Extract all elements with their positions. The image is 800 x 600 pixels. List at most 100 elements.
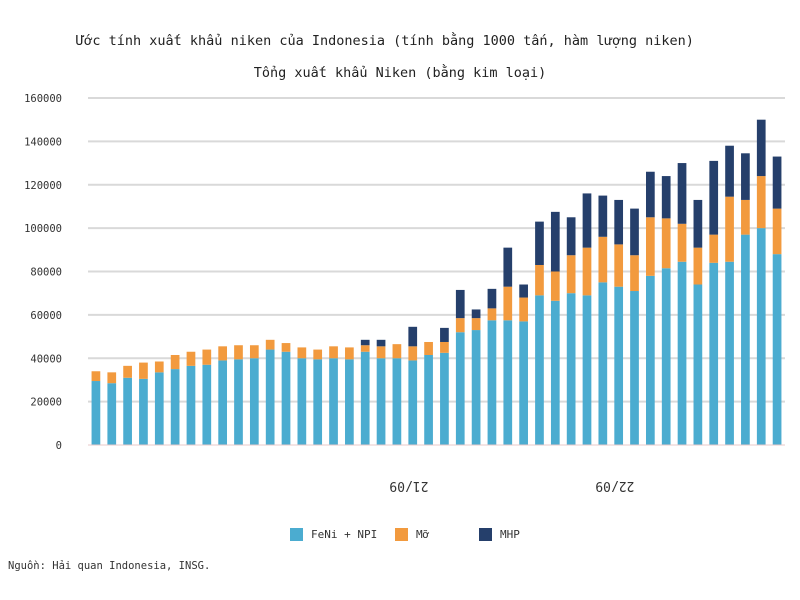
- bar-segment-m: [107, 372, 117, 384]
- bar-segment-m: [630, 255, 639, 292]
- bar-segment-m: [677, 223, 687, 262]
- bar-segment-feni-npi: [345, 359, 354, 445]
- bar-segment-mhp: [756, 119, 766, 177]
- bar-segment-mhp: [661, 176, 671, 219]
- bar-segment-feni-npi: [376, 358, 386, 445]
- bar-segment-feni-npi: [487, 320, 497, 445]
- bar-segment-feni-npi: [582, 295, 592, 445]
- bar-segment-m: [566, 255, 576, 294]
- bar-segment-m: [408, 346, 418, 361]
- bar-segment-mhp: [725, 145, 734, 197]
- bar-segment-feni-npi: [218, 360, 228, 445]
- bar-segment-m: [550, 271, 560, 301]
- bar-segment-feni-npi: [519, 321, 528, 445]
- bar-segment-feni-npi: [360, 351, 370, 445]
- bar-segment-feni-npi: [123, 377, 132, 445]
- bar-segment-mhp: [772, 156, 782, 209]
- bar-segment-m: [392, 344, 402, 359]
- bar-segment-m: [234, 345, 243, 360]
- chart-title: Ước tính xuất khẩu niken của Indonesia (…: [76, 33, 694, 49]
- legend-swatch-mhp: [479, 528, 492, 541]
- bar-segment-m: [376, 346, 386, 359]
- bar-segment-mhp: [741, 153, 750, 200]
- bar-segment-m: [249, 345, 259, 359]
- bar-segment-m: [614, 244, 624, 287]
- bar-segment-mhp: [598, 195, 608, 237]
- y-tick-label: 140000: [24, 136, 62, 148]
- x-period-marker: 22/09: [595, 478, 634, 493]
- bar-segment-m: [693, 247, 703, 285]
- bar-segment-feni-npi: [645, 275, 655, 445]
- bar-segment-m: [345, 347, 354, 360]
- source-note: Nguồn: Hải quan Indonesia, INSG.: [8, 560, 211, 572]
- bar-segment-m: [725, 196, 734, 262]
- bar-segment-feni-npi: [186, 365, 196, 445]
- bar-segment-feni-npi: [329, 358, 338, 445]
- bar-segment-m: [329, 346, 338, 359]
- legend-swatch-feni-npi: [290, 528, 303, 541]
- bar-segment-feni-npi: [677, 261, 687, 445]
- bar-segment-feni-npi: [424, 354, 433, 445]
- bar-segment-m: [91, 371, 101, 382]
- bar-segment-mhp: [535, 221, 544, 265]
- bar-segment-feni-npi: [709, 262, 719, 445]
- y-tick-label: 0: [56, 440, 62, 452]
- bar-segment-mhp: [487, 288, 497, 309]
- legend-item-mo: Mỡ: [395, 528, 429, 541]
- bar-segment-mhp: [582, 193, 592, 248]
- bar-segment-m: [519, 297, 528, 322]
- bar-segment-m: [503, 286, 513, 321]
- bar-segment-m: [756, 176, 766, 229]
- bar-segment-feni-npi: [772, 254, 782, 445]
- y-tick-label: 80000: [30, 267, 62, 279]
- bar-segment-mhp: [630, 208, 639, 256]
- bar-segment-feni-npi: [234, 359, 243, 445]
- y-tick-label: 120000: [24, 180, 62, 192]
- bar-segment-mhp: [503, 247, 513, 287]
- bar-segment-m: [535, 264, 544, 296]
- bar-segment-m: [297, 347, 307, 359]
- bar-segment-feni-npi: [550, 300, 560, 445]
- bar-segment-m: [661, 218, 671, 269]
- bar-segment-mhp: [566, 217, 576, 256]
- bar-segment-mhp: [677, 163, 687, 224]
- bar-segment-feni-npi: [566, 293, 576, 445]
- bar-segment-feni-npi: [661, 268, 671, 445]
- bar-segment-m: [360, 345, 370, 352]
- bar-segment-feni-npi: [139, 378, 148, 445]
- bar-segment-feni-npi: [249, 358, 259, 445]
- bar-segment-mhp: [471, 309, 481, 319]
- bar-segment-mhp: [440, 327, 449, 342]
- bar-segment-mhp: [519, 284, 528, 298]
- bar-segment-mhp: [645, 171, 655, 218]
- bar-segment-m: [170, 354, 180, 370]
- bar-segment-mhp: [550, 211, 560, 272]
- bar-segment-feni-npi: [408, 360, 418, 445]
- bar-segment-mhp: [408, 326, 418, 347]
- legend-label-feni-npi: FeNi + NPI: [311, 528, 378, 541]
- bar-segment-m: [709, 234, 719, 263]
- bar-segment-feni-npi: [614, 286, 624, 445]
- bar-segment-m: [440, 341, 449, 353]
- chart-subtitle: Tổng xuất khẩu Niken (bằng kim loại): [253, 65, 547, 81]
- y-tick-label: 160000: [24, 93, 62, 105]
- bar-segment-m: [154, 361, 164, 373]
- bar-segment-feni-npi: [630, 291, 639, 445]
- bar-segment-feni-npi: [107, 383, 117, 445]
- bar-segment-m: [645, 217, 655, 276]
- bar-segment-m: [313, 349, 323, 360]
- bar-segment-m: [772, 208, 782, 255]
- bar-segment-m: [487, 308, 497, 321]
- bar-segment-feni-npi: [725, 261, 734, 445]
- bar-segment-m: [455, 318, 465, 333]
- bar-segment-m: [123, 365, 132, 378]
- legend-swatch-mo: [395, 528, 408, 541]
- y-tick-label: 40000: [30, 353, 62, 365]
- bar-segment-feni-npi: [598, 282, 608, 445]
- bar-segment-feni-npi: [265, 349, 275, 445]
- bar-segment-feni-npi: [756, 228, 766, 445]
- bar-segment-feni-npi: [170, 369, 180, 445]
- bar-segment-mhp: [614, 199, 624, 245]
- legend-label-mhp: MHP: [500, 528, 520, 541]
- bar-segment-m: [281, 343, 291, 352]
